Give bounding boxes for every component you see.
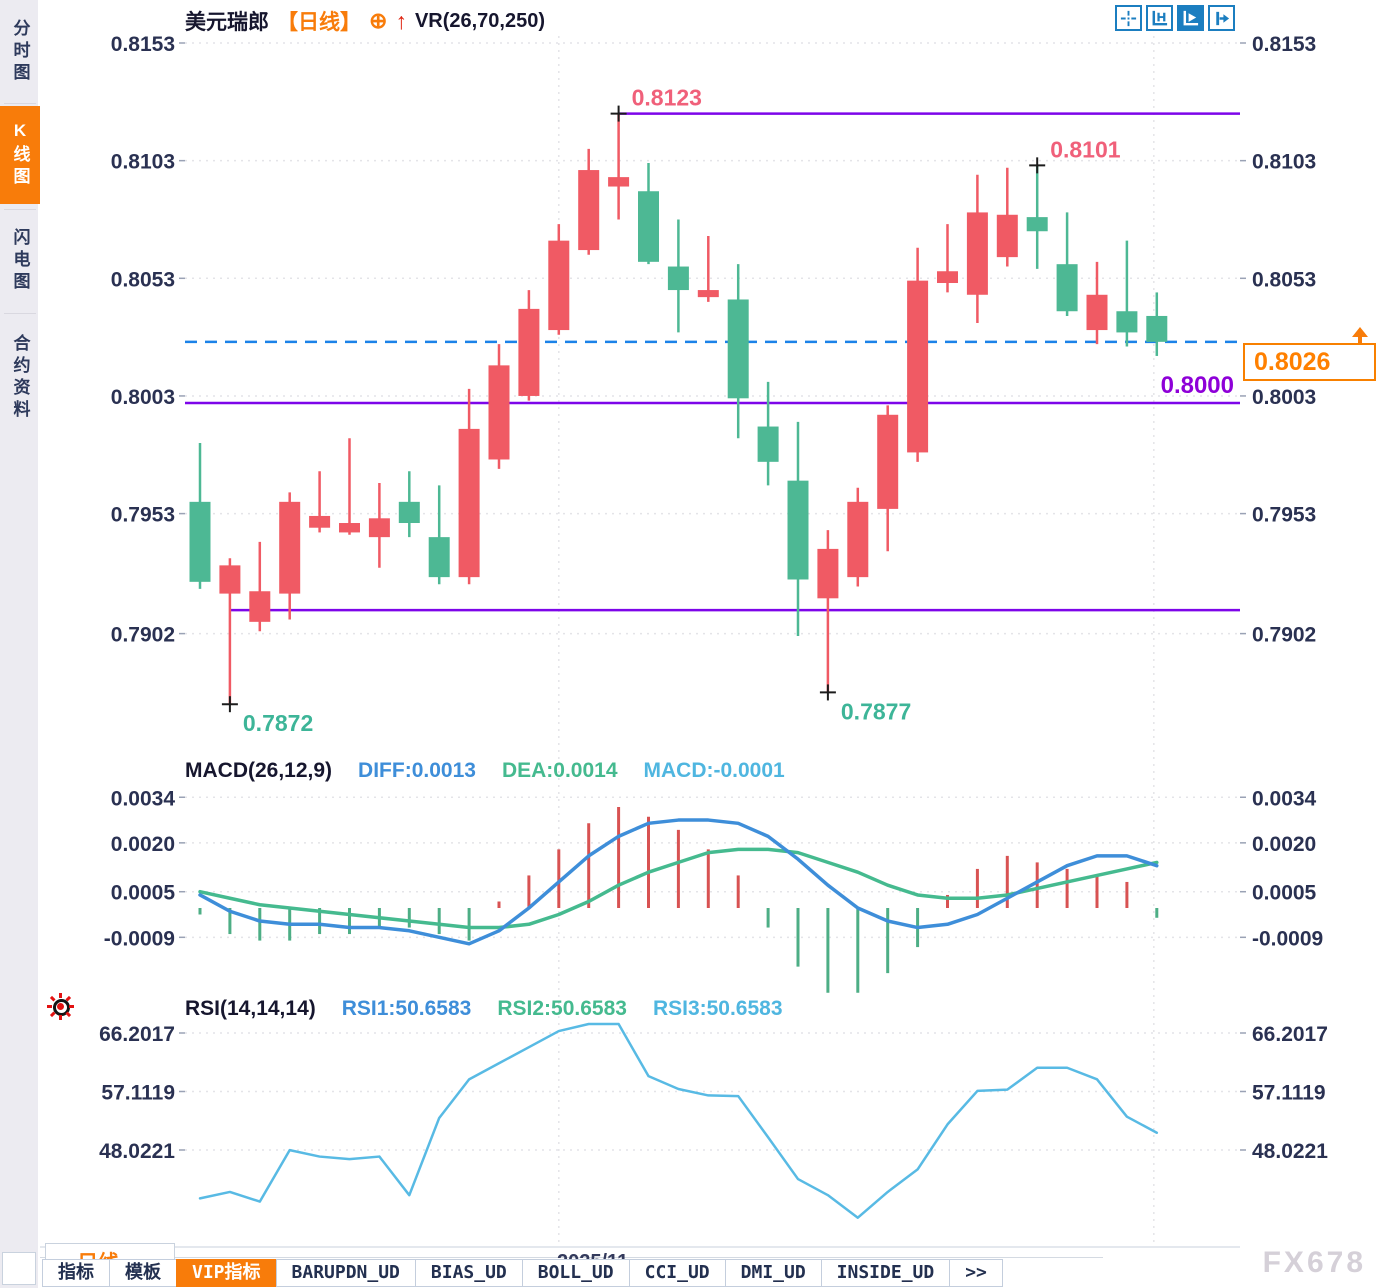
vr-indicator-label: VR(26,70,250) [414, 9, 546, 32]
svg-text:66.2017: 66.2017 [1252, 1023, 1328, 1046]
svg-text:0.0034: 0.0034 [111, 787, 176, 810]
tab-cci-ud[interactable]: CCI_UD [628, 1259, 726, 1287]
svg-text:0.0005: 0.0005 [111, 882, 176, 905]
up-trend-arrow-icon: ↑ [395, 7, 407, 34]
svg-text:57.1119: 57.1119 [1252, 1081, 1326, 1104]
svg-text:0.7953: 0.7953 [1252, 504, 1316, 527]
svg-text:0.7877: 0.7877 [841, 698, 911, 724]
tab-boll-ud[interactable]: BOLL_UD [521, 1259, 630, 1287]
macd-diff-value: DIFF:0.0013 [358, 759, 476, 782]
svg-text:0.8123: 0.8123 [632, 85, 702, 111]
chart-toolbar [1115, 5, 1235, 31]
rsi1-value: RSI1:50.6583 [341, 997, 472, 1020]
svg-text:-0.0009: -0.0009 [104, 927, 175, 950]
rsi-name: RSI(14,14,14) [185, 997, 316, 1020]
chart-area[interactable]: 0.8153 0.8153 0.8103 0.8103 0.8053 0.8053 0.80… [40, 0, 1382, 1252]
svg-text:0.0020: 0.0020 [1252, 833, 1316, 856]
svg-text:0.8000: 0.8000 [1161, 372, 1234, 399]
svg-text:0.0005: 0.0005 [1252, 882, 1317, 905]
svg-text:0.8103: 0.8103 [111, 151, 175, 174]
svg-text:0.0034: 0.0034 [1252, 787, 1317, 810]
macd-dea-value: DEA:0.0014 [501, 759, 618, 782]
sidebar-item-kline-chart[interactable]: K线图 [0, 106, 40, 204]
period-tag[interactable]: 【日线】 [277, 11, 361, 34]
tab-indicators[interactable]: 指标 [42, 1259, 110, 1287]
tab-templates[interactable]: 模板 [109, 1259, 177, 1287]
axis-scale-icon[interactable] [1146, 5, 1173, 31]
macd-header: MACD(26,12,9) DIFF:0.0013 DEA:0.0014 MAC… [185, 759, 785, 783]
rsi2-value: RSI2:50.6583 [497, 997, 627, 1020]
rsi3-value: RSI3:50.6583 [652, 997, 783, 1020]
current-price-tag: 0.8026 [1243, 343, 1376, 381]
svg-text:48.0221: 48.0221 [1252, 1140, 1328, 1163]
chart-title-row: 美元瑞郎 【日线】 ⊕ ↑ VR(26,70,250) [185, 6, 545, 36]
pane-shift-icon[interactable] [1208, 5, 1235, 31]
svg-text:0.8003: 0.8003 [1252, 386, 1316, 409]
macd-macd-value: MACD:-0.0001 [643, 759, 785, 782]
svg-text:0.7872: 0.7872 [243, 710, 313, 736]
sidebar-item-contract-info[interactable]: 合约资料 [10, 334, 30, 422]
svg-text:-0.0009: -0.0009 [1252, 927, 1323, 950]
price-up-marker-icon [1352, 327, 1368, 337]
symbol-name: 美元瑞郎 [185, 11, 269, 34]
svg-text:0.8003: 0.8003 [111, 386, 175, 409]
macd-name: MACD(26,12,9) [185, 759, 333, 782]
svg-text:48.0221: 48.0221 [99, 1140, 175, 1163]
svg-text:0.7902: 0.7902 [1252, 624, 1316, 647]
axis-play-icon[interactable] [1177, 5, 1204, 31]
tab-more[interactable]: >> [949, 1259, 1003, 1287]
rsi-header: RSI(14,14,14) RSI1:50.6583 RSI2:50.6583 … [185, 997, 783, 1021]
divider [4, 313, 36, 314]
svg-text:0.0020: 0.0020 [111, 833, 175, 856]
svg-text:0.7953: 0.7953 [111, 504, 175, 527]
add-indicator-icon[interactable]: ⊕ [369, 8, 388, 33]
svg-text:0.8101: 0.8101 [1050, 136, 1121, 162]
divider [4, 209, 36, 210]
tab-vip-indicators[interactable]: VIP指标 [176, 1259, 277, 1287]
divider [4, 103, 36, 104]
sidebar-item-time-chart[interactable]: 分时图 [10, 19, 30, 85]
tab-dmi-ud[interactable]: DMI_UD [724, 1259, 822, 1287]
watermark: FX678 [1262, 1246, 1366, 1279]
svg-text:0.8153: 0.8153 [1252, 33, 1316, 56]
alert-sun-icon [46, 992, 74, 1020]
sidebar-item-flash-chart[interactable]: 闪电图 [10, 228, 30, 294]
svg-text:0.7902: 0.7902 [111, 624, 175, 647]
price-up-marker-stem [1358, 336, 1362, 344]
sidebar: 分时图 K线图 闪电图 合约资料 [0, 0, 40, 1288]
indicator-tabbar: 指标 模板 VIP指标 BARUPDN_UD BIAS_UD BOLL_UD C… [42, 1259, 1003, 1287]
svg-text:0.8053: 0.8053 [1252, 268, 1316, 291]
current-price-value: 0.8026 [1254, 347, 1331, 376]
tabbar-divider [40, 1257, 1103, 1258]
tab-inside-ud[interactable]: INSIDE_UD [820, 1259, 951, 1287]
svg-text:0.8103: 0.8103 [1252, 151, 1316, 174]
svg-text:0.8053: 0.8053 [111, 268, 175, 291]
svg-text:66.2017: 66.2017 [99, 1023, 175, 1046]
bottom-left-corner-box [2, 1252, 36, 1285]
crosshair-icon[interactable] [1115, 5, 1142, 31]
svg-text:57.1119: 57.1119 [101, 1081, 175, 1104]
tab-barupdn-ud[interactable]: BARUPDN_UD [275, 1259, 416, 1287]
svg-text:0.8153: 0.8153 [111, 33, 175, 56]
tab-bias-ud[interactable]: BIAS_UD [414, 1259, 523, 1287]
